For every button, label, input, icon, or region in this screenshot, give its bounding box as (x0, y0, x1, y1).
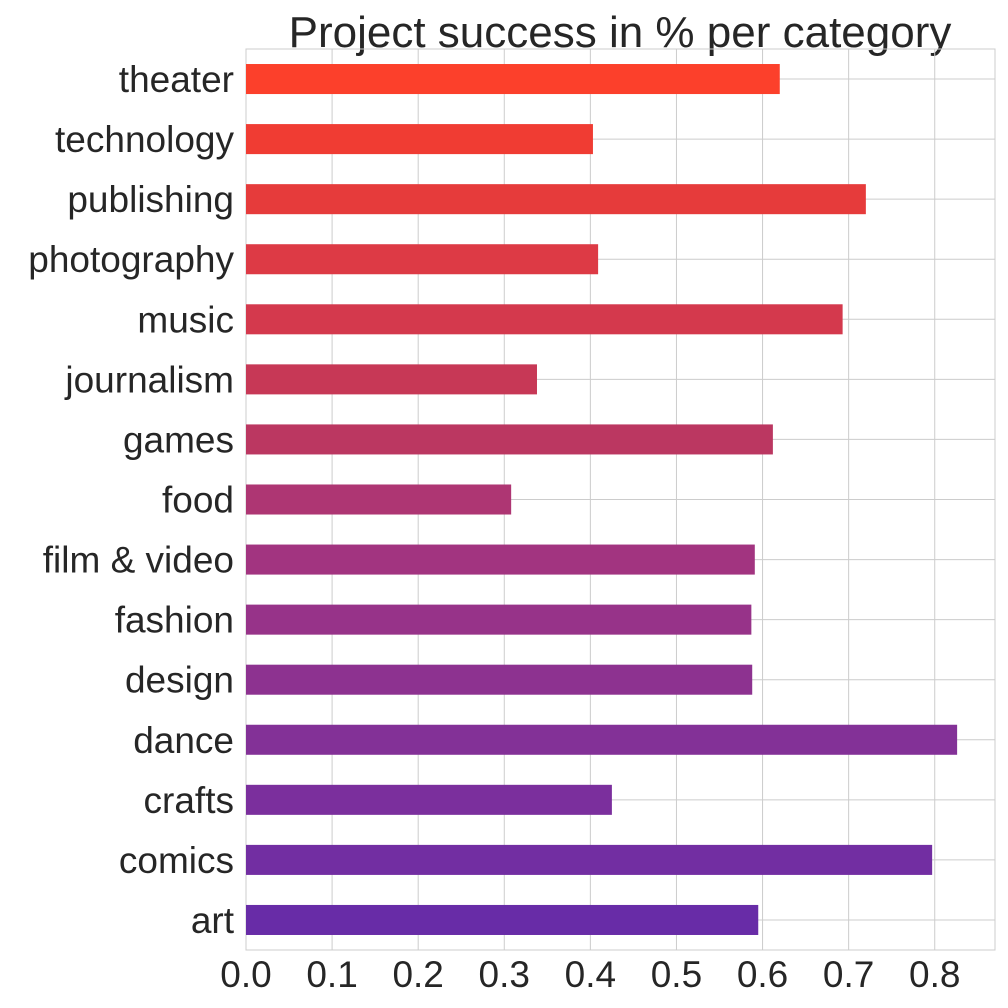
bar-music (246, 304, 843, 335)
bar-comics (246, 844, 933, 875)
x-tick-label: 0.3 (479, 954, 530, 995)
category-label: comics (119, 840, 234, 881)
bar-food (246, 484, 512, 515)
category-label: publishing (67, 179, 234, 220)
bars (246, 64, 958, 935)
category-label: art (191, 900, 235, 941)
bar-fashion (246, 604, 752, 635)
bar-technology (246, 124, 593, 155)
category-label: design (125, 660, 234, 701)
category-label: journalism (64, 359, 234, 400)
bar-design (246, 664, 753, 695)
x-tick-label: 0.8 (909, 954, 960, 995)
category-label: technology (55, 119, 234, 160)
category-label: crafts (144, 780, 234, 821)
category-label: games (123, 419, 234, 460)
x-tick-label: 0.7 (823, 954, 874, 995)
category-label: photography (28, 239, 234, 280)
bar-journalism (246, 364, 537, 395)
bar-crafts (246, 784, 612, 815)
chart-title: Project success in % per category (289, 8, 952, 57)
x-tick-label: 0.5 (651, 954, 702, 995)
category-label: dance (133, 720, 234, 761)
x-tick-label: 0.4 (565, 954, 616, 995)
x-tick-label: 0.6 (737, 954, 788, 995)
x-tick-labels: 0.0 0.1 0.2 0.3 0.4 0.5 0.6 0.7 0.8 (220, 954, 960, 995)
bar-theater (246, 64, 780, 95)
category-labels: art comics crafts dance design fashion film & … (28, 59, 234, 941)
category-label: food (162, 480, 234, 521)
category-label: film & video (43, 540, 234, 581)
bar-games (246, 424, 773, 455)
bar-film-video (246, 544, 755, 575)
category-label: music (137, 299, 234, 340)
x-tick-label: 0.2 (392, 954, 443, 995)
bar-art (246, 904, 759, 935)
bar-photography (246, 244, 599, 275)
x-tick-label: 0.0 (220, 954, 271, 995)
category-label: fashion (115, 600, 234, 641)
bar-publishing (246, 184, 866, 215)
category-label: theater (119, 59, 234, 100)
x-tick-label: 0.1 (306, 954, 357, 995)
bar-dance (246, 724, 958, 755)
